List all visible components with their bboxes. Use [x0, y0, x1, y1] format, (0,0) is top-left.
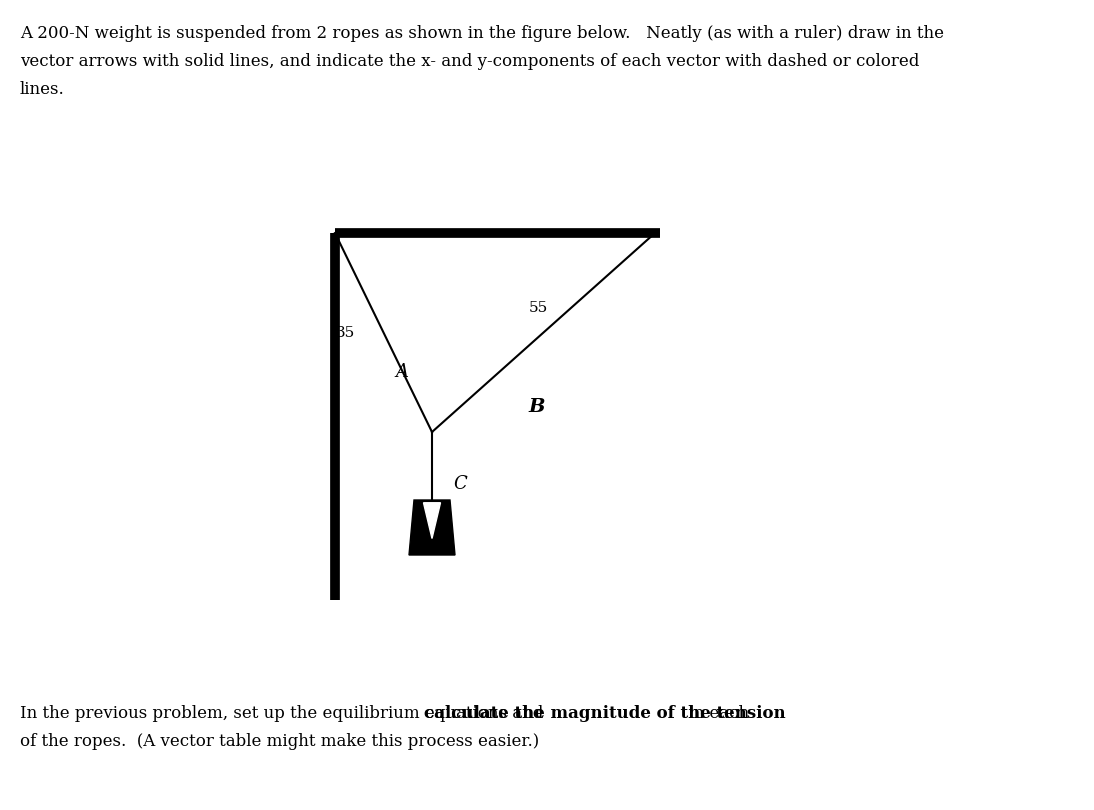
- Text: 35: 35: [336, 326, 356, 339]
- Text: of the ropes.  (A vector table might make this process easier.): of the ropes. (A vector table might make…: [20, 733, 539, 750]
- Text: C: C: [453, 475, 467, 493]
- Text: A: A: [396, 363, 408, 381]
- Text: B: B: [528, 398, 545, 416]
- Polygon shape: [409, 500, 455, 555]
- Text: calculate the magnitude of the tension: calculate the magnitude of the tension: [423, 705, 785, 722]
- Text: A 200-N weight is suspended from 2 ropes as shown in the figure below.   Neatly : A 200-N weight is suspended from 2 ropes…: [20, 25, 944, 42]
- Text: In the previous problem, set up the equilibrium equations and: In the previous problem, set up the equi…: [20, 705, 548, 722]
- Text: lines.: lines.: [20, 81, 65, 98]
- Text: vector arrows with solid lines, and indicate the x- and y-components of each vec: vector arrows with solid lines, and indi…: [20, 53, 919, 70]
- Polygon shape: [423, 503, 441, 539]
- Text: in each: in each: [684, 705, 749, 722]
- Text: 55: 55: [528, 301, 548, 314]
